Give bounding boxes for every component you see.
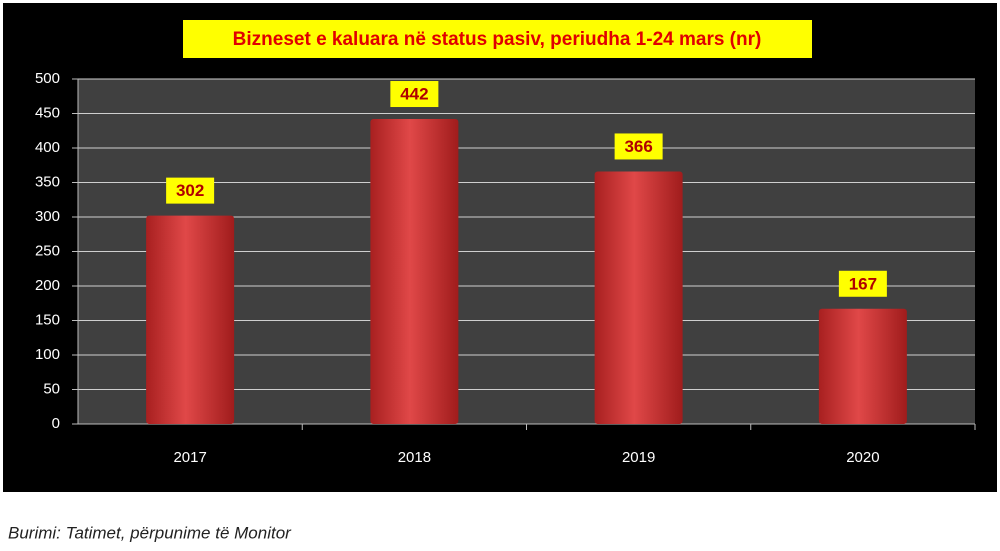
value-label: 442	[400, 85, 428, 104]
bar	[594, 171, 683, 424]
x-tick-label: 2019	[622, 449, 655, 466]
source-note: Burimi: Tatimet, përpunime të Monitor	[8, 523, 292, 542]
y-tick-label: 300	[35, 208, 60, 225]
title-box	[183, 20, 812, 58]
y-tick-label: 100	[35, 346, 60, 363]
chart-title: Bizneset e kaluara në status pasiv, peri…	[233, 29, 762, 50]
y-tick-label: 400	[35, 139, 60, 156]
y-tick-label: 350	[35, 173, 60, 190]
y-tick-label: 150	[35, 311, 60, 328]
y-tick-label: 0	[52, 415, 60, 432]
y-tick-label: 450	[35, 104, 60, 121]
x-tick-label: 2020	[846, 449, 879, 466]
y-tick-label: 200	[35, 277, 60, 294]
x-tick-label: 2017	[173, 449, 206, 466]
value-label: 167	[849, 274, 877, 293]
y-tick-label: 500	[35, 70, 60, 87]
y-tick-label: 250	[35, 242, 60, 259]
value-label-box	[390, 81, 439, 108]
value-label-box	[166, 177, 215, 204]
x-tick-label: 2018	[398, 449, 431, 466]
bar	[370, 119, 459, 425]
y-tick-label: 50	[43, 380, 60, 397]
value-label: 302	[176, 181, 204, 200]
bar	[818, 308, 907, 424]
value-label-box	[614, 133, 663, 160]
value-label-box	[838, 270, 887, 297]
value-label: 366	[624, 137, 652, 156]
bar	[146, 215, 235, 424]
